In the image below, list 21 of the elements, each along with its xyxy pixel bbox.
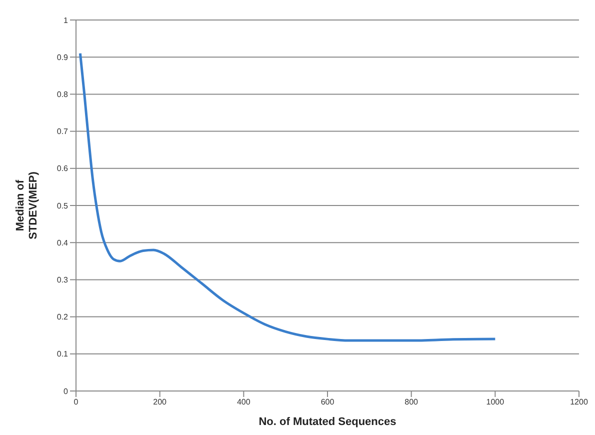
y-tick-label: 0.1 [56, 350, 69, 359]
x-tick-label: 600 [320, 398, 335, 407]
x-tick-label: 800 [404, 398, 419, 407]
y-tick-label: 1 [64, 16, 69, 25]
x-axis-title: No. of Mutated Sequences [258, 416, 396, 428]
x-tick-label: 400 [236, 398, 251, 407]
y-tick-label: 0.4 [56, 238, 69, 248]
y-tick-label: 0.5 [56, 201, 69, 210]
y-tick-label: 0.6 [56, 164, 69, 174]
x-tick-label: 200 [153, 398, 168, 407]
x-tick-label: 0 [74, 398, 79, 407]
y-tick-label: 0.7 [56, 127, 69, 136]
y-tick-label: 0.8 [56, 90, 69, 100]
y-axis-title: Median of STDEV(MEP) [14, 171, 40, 240]
x-tick-label: 1200 [570, 398, 588, 407]
line-series [78, 52, 496, 342]
y-tick-label: 0.2 [56, 312, 69, 322]
y-tick-label: 0.9 [56, 52, 69, 62]
y-tick-label: 0 [64, 386, 69, 396]
x-tick-label: 1000 [486, 398, 505, 407]
y-tick-label: 0.3 [56, 276, 69, 285]
